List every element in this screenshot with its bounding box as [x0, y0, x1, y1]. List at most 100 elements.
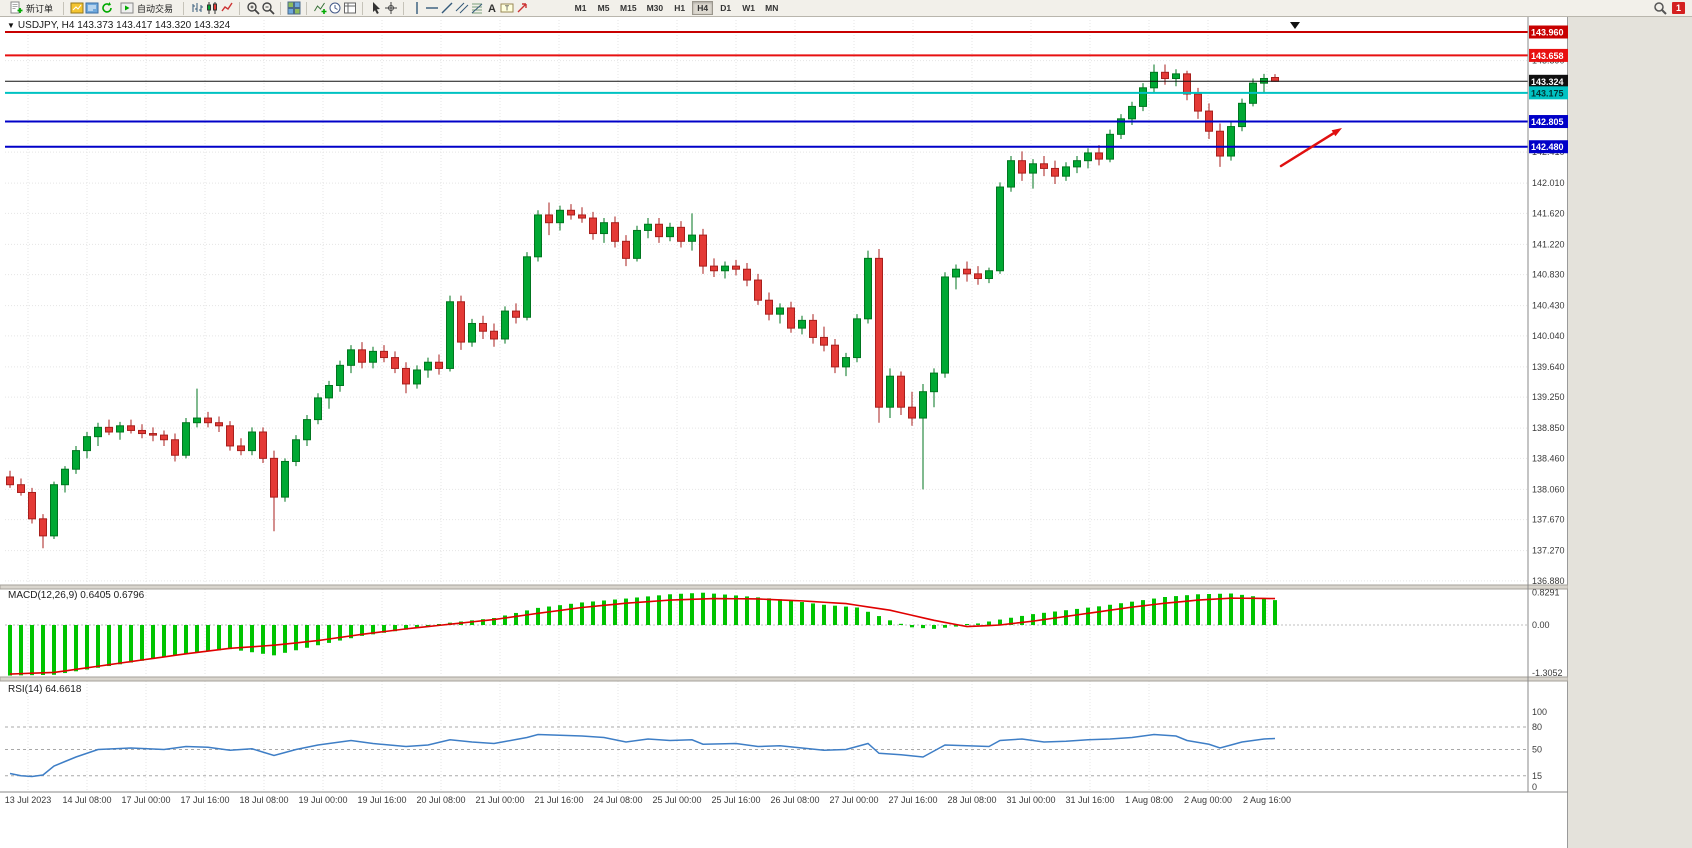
notification-badge[interactable]: 1: [1672, 2, 1685, 14]
timeframe-d1-button[interactable]: D1: [720, 3, 732, 13]
chart-title-text: USDJPY, H4 143.373 143.417 143.320 143.3…: [17, 20, 231, 31]
text-label-icon[interactable]: T: [499, 1, 514, 16]
indicators-icon[interactable]: [312, 1, 327, 16]
time-tick-label: 20 Jul 08:00: [416, 795, 465, 805]
price-tag: 143.175: [1529, 86, 1568, 100]
candle: [325, 384, 333, 399]
cursor-icon[interactable]: [368, 1, 383, 16]
candle: [765, 299, 773, 315]
candle: [974, 273, 982, 280]
autotrading-play-icon[interactable]: [119, 1, 134, 16]
time-tick-label: 21 Jul 00:00: [475, 795, 524, 805]
candle: [864, 257, 872, 320]
time-tick-label: 1 Aug 08:00: [1125, 795, 1173, 805]
text-icon[interactable]: A: [484, 1, 499, 16]
candle: [688, 234, 696, 242]
time-tick-label: 13 Jul 2023: [5, 795, 52, 805]
timeframe-m1-button[interactable]: M1: [574, 3, 587, 13]
timeframe-h4-button[interactable]: H4: [692, 1, 714, 15]
trendline-icon[interactable]: [439, 1, 454, 16]
candle: [897, 375, 905, 408]
candle: [413, 369, 421, 385]
toolbar-separator: [63, 1, 65, 15]
candle: [127, 425, 135, 431]
candle: [1172, 73, 1180, 80]
fibonacci-icon[interactable]: [469, 1, 484, 16]
timeframe-w1-button[interactable]: W1: [742, 3, 755, 13]
candle: [424, 361, 432, 371]
vertical-line-icon[interactable]: [409, 1, 424, 16]
time-axis[interactable]: 13 Jul 2023 14 Jul 08:00 17 Jul 00:00 17 Ju…: [5, 795, 1291, 805]
autotrading-button-label: 自动交易: [137, 3, 174, 14]
new-order-icon[interactable]: [8, 1, 23, 16]
candle: [787, 307, 795, 329]
toolbar-separator: [403, 1, 405, 15]
candle: [446, 301, 454, 369]
candle: [171, 439, 179, 456]
scroll-end-marker[interactable]: [1290, 22, 1300, 29]
candle: [1227, 126, 1235, 157]
time-tick-label: 25 Jul 16:00: [711, 795, 760, 805]
timeframe-m5-button[interactable]: M5: [597, 3, 610, 13]
line-chart-icon[interactable]: [219, 1, 234, 16]
candle: [941, 276, 949, 374]
periods-icon[interactable]: [327, 1, 342, 16]
candle: [721, 265, 729, 272]
candle: [1084, 152, 1092, 162]
bar-chart-icon[interactable]: [189, 1, 204, 16]
tile-windows-icon[interactable]: [286, 1, 301, 16]
charts-grid-icon[interactable]: [69, 1, 84, 16]
zoom-out-icon[interactable]: [260, 1, 275, 16]
time-tick-label: 2 Aug 16:00: [1243, 795, 1291, 805]
search-icon[interactable]: [1652, 1, 1667, 16]
new-order-button[interactable]: 新订单: [3, 1, 58, 16]
horizontal-line-icon[interactable]: [424, 1, 439, 16]
candle: [94, 426, 102, 438]
rsi-scale-label: 50: [1532, 745, 1542, 755]
market-watch-icon[interactable]: [84, 1, 99, 16]
price-tick-label: 138.460: [1532, 453, 1565, 463]
candlestick-chart-icon[interactable]: [204, 1, 219, 16]
timeframe-m15-button[interactable]: M15: [620, 3, 637, 13]
macd-signal-line: [9, 597, 1276, 675]
rsi-label: RSI(14) 64.6618: [8, 684, 81, 695]
price-chart[interactable]: 143.590142.410142.010141.620141.220140.8…: [0, 17, 1568, 848]
candle: [1040, 163, 1048, 169]
candle: [512, 310, 520, 318]
timeframe-h1-button[interactable]: H1: [674, 3, 686, 13]
chart-window: 143.590142.410142.010141.620141.220140.8…: [0, 17, 1568, 848]
toolbar: 新订单 自动交易 A T M1 M5 M15 M30 H1 H4 D1 W1 MN 1: [0, 0, 1692, 17]
candle: [1271, 77, 1279, 82]
zoom-in-icon[interactable]: [245, 1, 260, 16]
trend-arrow[interactable]: [1279, 128, 1342, 168]
time-tick-label: 27 Jul 00:00: [829, 795, 878, 805]
candle: [391, 357, 399, 369]
candle: [1029, 163, 1037, 174]
templates-icon[interactable]: [342, 1, 357, 16]
autotrading-button[interactable]: 自动交易: [114, 1, 178, 16]
candle: [6, 476, 14, 486]
timeframe-m30-button[interactable]: M30: [646, 3, 664, 13]
rsi-value: 64.6618: [45, 684, 82, 695]
candle: [908, 406, 916, 419]
crosshair-icon[interactable]: [383, 1, 398, 16]
arrow-shapes-icon[interactable]: [514, 1, 529, 16]
candle: [930, 372, 938, 393]
timeframe-mn-button[interactable]: MN: [765, 3, 779, 13]
candle: [468, 322, 476, 343]
panel-separator[interactable]: [0, 584, 1568, 590]
refresh-icon[interactable]: [99, 1, 114, 16]
equidistant-channel-icon[interactable]: [454, 1, 469, 16]
candle: [589, 217, 597, 235]
candle: [1051, 167, 1059, 177]
time-tick-label: 26 Jul 08:00: [770, 795, 819, 805]
candle: [1139, 87, 1147, 107]
price-tick-label: 140.430: [1532, 301, 1565, 311]
time-tick-label: 2 Aug 00:00: [1184, 795, 1232, 805]
collapse-triangle-icon[interactable]: ▼: [7, 21, 15, 30]
time-tick-label: 21 Jul 16:00: [534, 795, 583, 805]
panel-separator[interactable]: [0, 676, 1568, 682]
macd-scale-label: -1.3052: [1532, 668, 1563, 678]
candle: [1161, 71, 1169, 80]
new-order-button-label: 新订单: [26, 3, 54, 14]
